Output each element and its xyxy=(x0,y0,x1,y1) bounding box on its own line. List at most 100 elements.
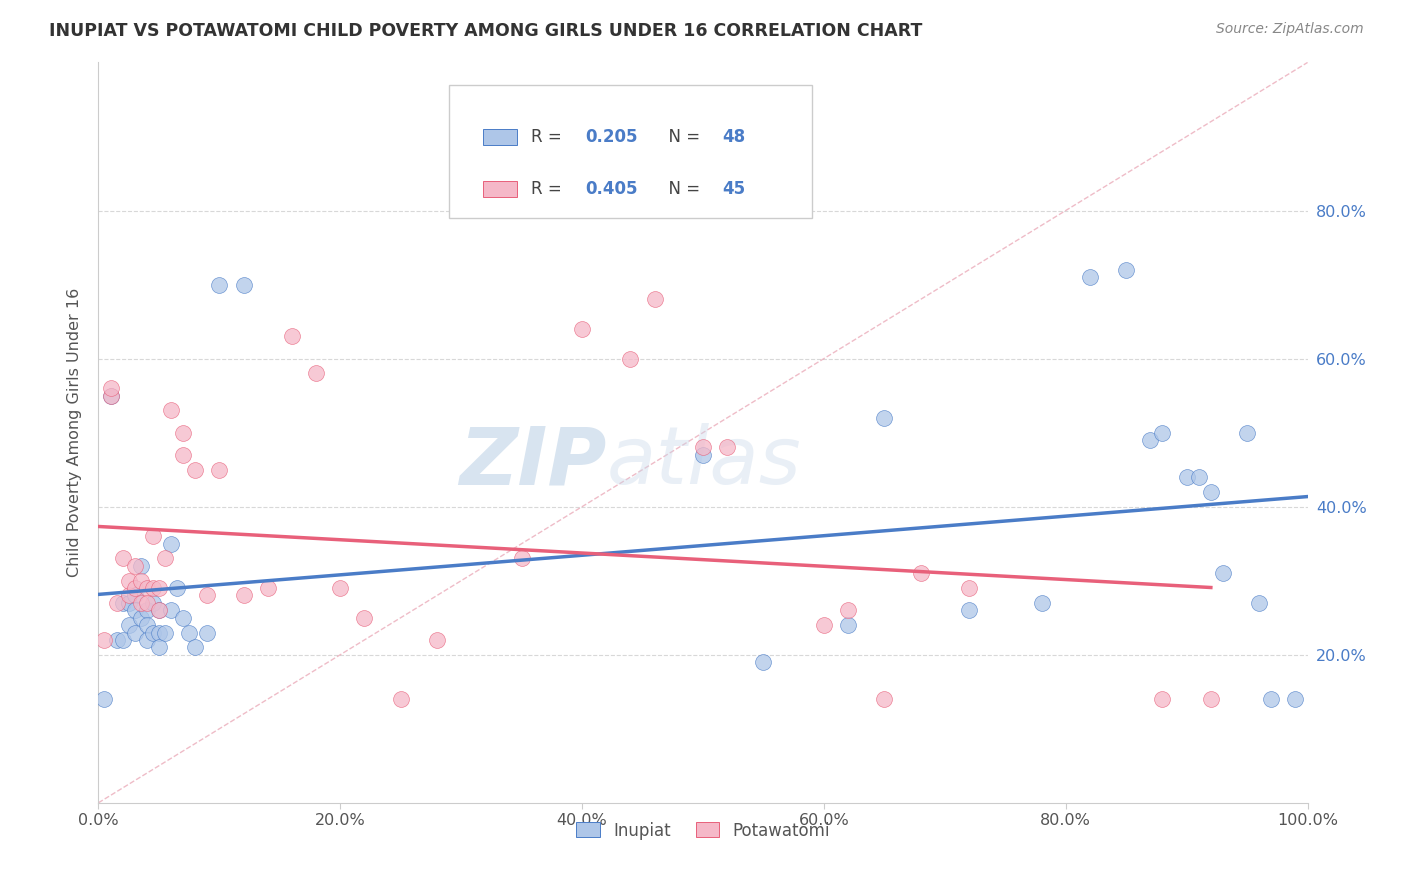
Text: R =: R = xyxy=(531,180,567,198)
Point xyxy=(160,536,183,550)
Point xyxy=(1249,596,1271,610)
Point xyxy=(1115,262,1137,277)
Point xyxy=(329,581,352,595)
Point xyxy=(118,574,141,588)
Y-axis label: Child Poverty Among Girls Under 16: Child Poverty Among Girls Under 16 xyxy=(67,288,83,577)
Point xyxy=(1284,692,1306,706)
Point xyxy=(111,551,134,566)
Point xyxy=(172,425,194,440)
Point xyxy=(172,448,194,462)
Text: 0.405: 0.405 xyxy=(586,180,638,198)
Bar xyxy=(482,181,517,197)
Point xyxy=(118,596,141,610)
Text: 48: 48 xyxy=(723,128,745,146)
Text: 45: 45 xyxy=(723,180,745,198)
Point xyxy=(619,351,641,366)
Text: N =: N = xyxy=(658,128,706,146)
Point xyxy=(111,596,134,610)
Point xyxy=(208,277,231,292)
Point xyxy=(813,618,835,632)
Point xyxy=(135,618,157,632)
Point xyxy=(208,462,231,476)
Point xyxy=(100,388,122,402)
Point xyxy=(873,692,896,706)
Point xyxy=(160,603,183,617)
Point xyxy=(129,558,152,573)
Point xyxy=(148,625,170,640)
Point xyxy=(692,448,714,462)
Point xyxy=(100,381,122,395)
Point xyxy=(910,566,932,581)
Point xyxy=(93,632,115,647)
Point xyxy=(1031,596,1053,610)
Point xyxy=(111,632,134,647)
Point xyxy=(105,632,128,647)
Point xyxy=(1078,270,1101,285)
Point xyxy=(389,692,412,706)
Point xyxy=(129,610,152,624)
Point xyxy=(148,603,170,617)
Point xyxy=(124,581,146,595)
Point xyxy=(153,625,176,640)
Point xyxy=(184,640,207,655)
Point xyxy=(129,574,152,588)
Point xyxy=(184,462,207,476)
Point xyxy=(100,388,122,402)
Text: N =: N = xyxy=(658,180,706,198)
Point xyxy=(353,610,375,624)
Point xyxy=(118,618,141,632)
Point xyxy=(716,441,738,455)
Point xyxy=(1236,425,1258,440)
Point xyxy=(160,403,183,417)
Point xyxy=(256,581,278,595)
Point xyxy=(105,596,128,610)
Point xyxy=(1188,470,1211,484)
Point xyxy=(124,625,146,640)
Point xyxy=(1139,433,1161,447)
Point xyxy=(195,625,218,640)
Point xyxy=(148,603,170,617)
Point xyxy=(1260,692,1282,706)
Point xyxy=(124,589,146,603)
Text: atlas: atlas xyxy=(606,423,801,501)
Point xyxy=(1199,692,1222,706)
Point xyxy=(135,581,157,595)
Point xyxy=(129,596,152,610)
Point xyxy=(644,293,666,307)
Point xyxy=(195,589,218,603)
Point xyxy=(232,589,254,603)
Point xyxy=(692,441,714,455)
Point xyxy=(305,367,328,381)
Point xyxy=(118,589,141,603)
Point xyxy=(135,596,157,610)
Point xyxy=(1212,566,1234,581)
Point xyxy=(571,322,593,336)
Point xyxy=(172,610,194,624)
Point xyxy=(142,581,165,595)
Point xyxy=(837,618,859,632)
Text: R =: R = xyxy=(531,128,567,146)
Point xyxy=(1152,692,1174,706)
Point xyxy=(124,558,146,573)
Point xyxy=(124,603,146,617)
Point xyxy=(1152,425,1174,440)
Point xyxy=(957,581,980,595)
Point xyxy=(837,603,859,617)
Point xyxy=(135,632,157,647)
Text: 0.205: 0.205 xyxy=(586,128,638,146)
Point xyxy=(153,551,176,566)
Point xyxy=(166,581,188,595)
Point xyxy=(142,625,165,640)
Point xyxy=(281,329,304,343)
Text: INUPIAT VS POTAWATOMI CHILD POVERTY AMONG GIRLS UNDER 16 CORRELATION CHART: INUPIAT VS POTAWATOMI CHILD POVERTY AMON… xyxy=(49,22,922,40)
Point xyxy=(426,632,449,647)
Point xyxy=(148,581,170,595)
Point xyxy=(752,655,775,669)
Point xyxy=(957,603,980,617)
Point xyxy=(1199,484,1222,499)
Text: Source: ZipAtlas.com: Source: ZipAtlas.com xyxy=(1216,22,1364,37)
Point xyxy=(1175,470,1198,484)
Point xyxy=(135,603,157,617)
Point xyxy=(93,692,115,706)
Point xyxy=(510,551,533,566)
